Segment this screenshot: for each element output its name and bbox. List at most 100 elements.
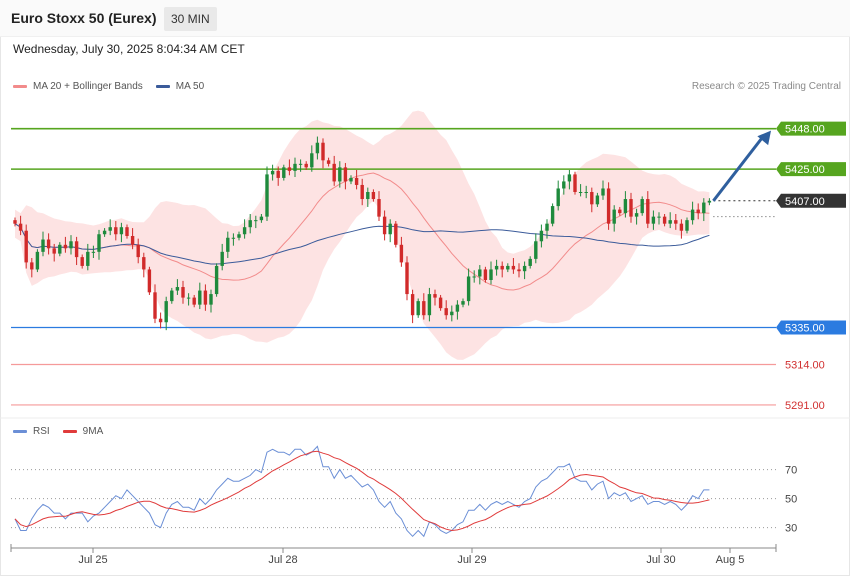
candle	[102, 228, 107, 237]
candle-body	[24, 230, 28, 263]
candle	[674, 214, 678, 230]
candle-body	[321, 142, 325, 161]
candle-body	[158, 318, 163, 323]
candle-body	[489, 269, 493, 280]
candle-body	[332, 163, 336, 182]
candle-body	[237, 234, 241, 238]
candle	[438, 294, 443, 311]
candle-body	[343, 167, 348, 182]
candle-body	[651, 216, 656, 224]
level-label-5314.00: 5314.00	[785, 359, 825, 371]
candle	[343, 162, 348, 190]
candle	[578, 184, 583, 197]
candle-body	[114, 227, 118, 235]
candle	[472, 270, 476, 283]
candle	[13, 217, 17, 227]
level-label-5425.00: 5425.00	[776, 162, 846, 177]
candle-body	[623, 199, 628, 214]
ma20-line	[14, 172, 710, 291]
candle-body	[662, 216, 667, 224]
candle	[214, 263, 219, 297]
candle	[80, 254, 84, 269]
candle-body	[354, 177, 359, 185]
candle	[332, 155, 336, 186]
candle	[606, 182, 611, 230]
rsi-tick-label-70: 70	[785, 465, 797, 477]
candle	[97, 229, 101, 260]
candle	[119, 222, 124, 243]
candle	[58, 242, 62, 257]
candle-body	[198, 290, 202, 305]
candle	[679, 219, 684, 239]
candle-body	[405, 262, 409, 295]
candle	[24, 224, 28, 269]
candle	[170, 287, 174, 304]
candle-body	[170, 290, 174, 302]
candle-body	[590, 192, 594, 205]
candle-body	[657, 216, 661, 218]
candle-body	[74, 241, 79, 258]
candle-body	[259, 216, 264, 221]
candle	[63, 236, 68, 253]
candle	[618, 206, 622, 216]
candle-body	[494, 265, 499, 270]
candle	[86, 243, 90, 271]
candle-body	[41, 239, 45, 252]
candle	[175, 279, 180, 295]
projection-arrow-head	[757, 130, 771, 146]
candle	[668, 212, 672, 229]
candle	[91, 245, 96, 258]
candle-body	[192, 297, 196, 305]
candle	[461, 298, 465, 308]
level-label-5291.00: 5291.00	[785, 400, 825, 412]
candle-body	[108, 227, 112, 231]
candle	[220, 243, 224, 271]
x-tick-label-jul-29: Jul 29	[457, 554, 486, 566]
candle-body	[416, 301, 420, 316]
candle	[74, 236, 79, 266]
timeframe-badge[interactable]: 30 MIN	[164, 7, 217, 31]
candle	[30, 258, 34, 278]
x-tick-label-jul-30: Jul 30	[646, 554, 675, 566]
level-label-5448.00: 5448.00	[776, 121, 846, 136]
rsi-line	[14, 445, 710, 538]
candle-body	[550, 206, 555, 224]
level-label-5335.00: 5335.00	[776, 320, 846, 335]
candle	[690, 201, 695, 225]
candle	[136, 238, 140, 264]
candle	[629, 192, 633, 223]
candle-body	[349, 177, 353, 182]
level-text-5448.00: 5448.00	[785, 124, 825, 136]
candle	[254, 215, 258, 229]
candle	[427, 287, 432, 322]
candle	[186, 293, 191, 306]
candle-body	[444, 308, 448, 316]
candle	[46, 233, 51, 255]
candle	[534, 233, 538, 264]
candle	[226, 231, 230, 258]
candle	[114, 221, 118, 241]
candle	[377, 191, 381, 222]
candle	[657, 212, 661, 225]
candle	[640, 196, 644, 216]
candle	[366, 187, 370, 207]
candle-body	[618, 209, 622, 214]
candle-body	[466, 276, 471, 302]
rsi-tick-label-30: 30	[785, 523, 797, 535]
candle	[410, 289, 415, 324]
candle-body	[136, 244, 140, 258]
candle	[388, 219, 392, 243]
candle-body	[287, 167, 292, 171]
candle	[382, 210, 387, 241]
candle-body	[119, 227, 124, 235]
candle	[69, 235, 73, 255]
candle-body	[102, 230, 107, 235]
candle	[517, 263, 521, 278]
candle-body	[142, 257, 146, 270]
candle-body	[248, 220, 252, 228]
candle	[338, 161, 342, 188]
candle-body	[410, 294, 415, 316]
candle-body	[181, 287, 185, 298]
candle	[494, 259, 499, 276]
candle	[203, 284, 208, 311]
